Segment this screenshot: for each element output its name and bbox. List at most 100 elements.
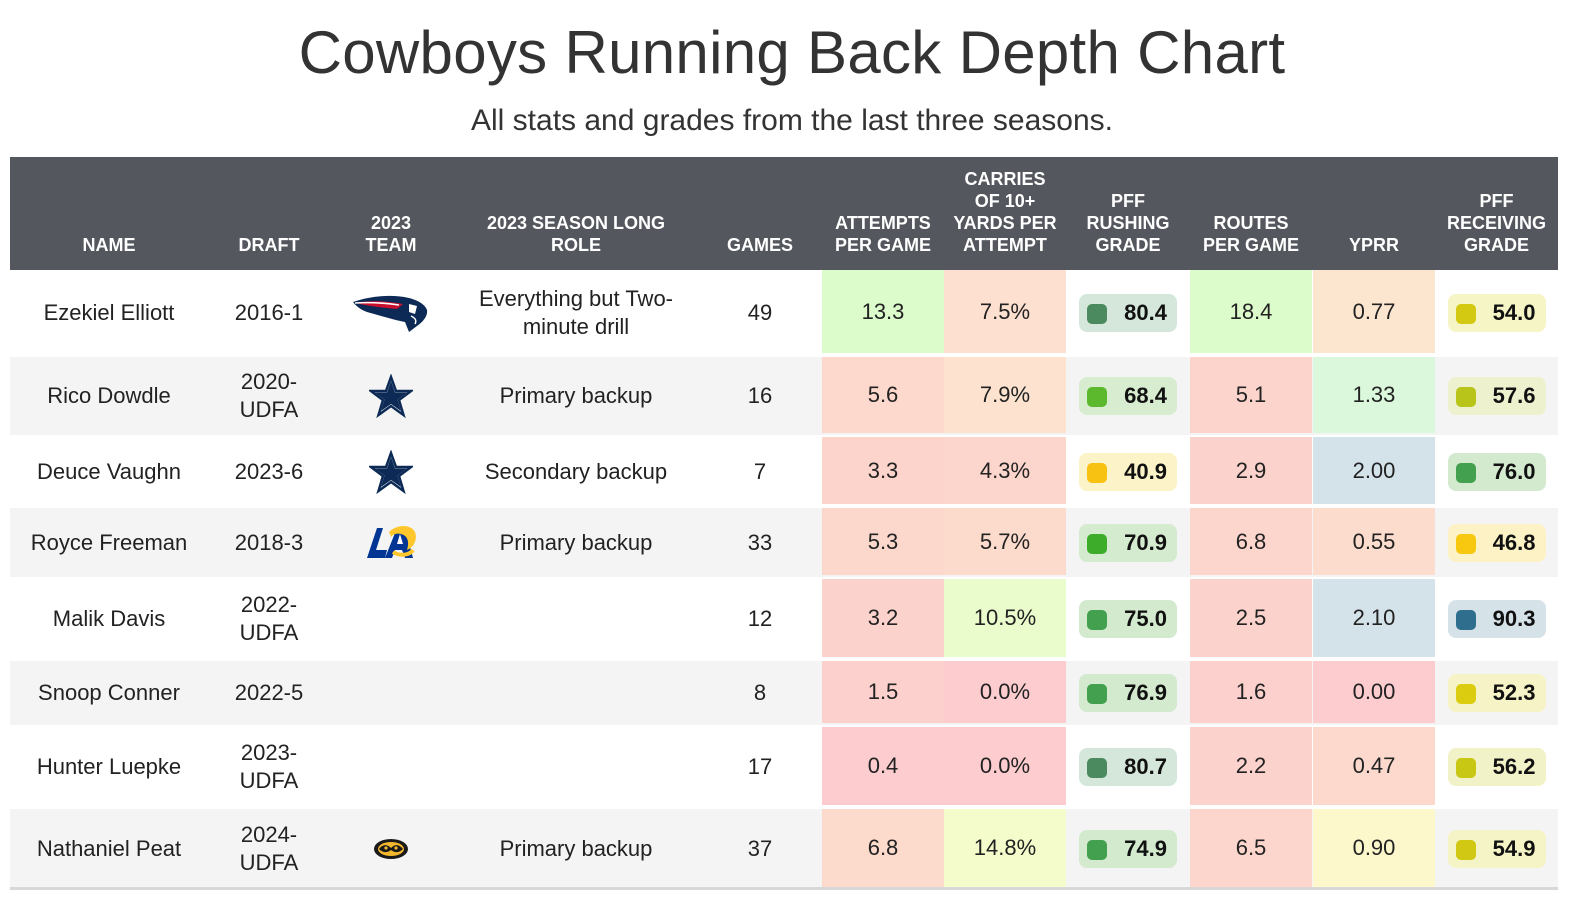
cell-name: Snoop Conner: [10, 661, 208, 725]
cell-c10: 0.0%: [944, 727, 1066, 805]
header-apg: ATTEMPTS PER GAME: [834, 213, 931, 255]
cell-games-text: 16: [747, 383, 773, 408]
grade-swatch-icon: [1087, 387, 1107, 407]
cowboys-star-logo-icon: [369, 374, 413, 418]
header-role: 2023 SEASON LONG ROLE: [486, 213, 666, 255]
grade-swatch-icon: [1087, 758, 1107, 778]
cell-c10: 14.8%: [944, 809, 1066, 887]
header-name: NAME: [82, 235, 136, 255]
table-row: Malik Davis 2022- UDFA 12 3.2 10.5% 2.5 2.10 75…: [10, 579, 1558, 659]
grade-swatch-icon: [1087, 303, 1107, 324]
cell-rush-grade: 40.9: [1067, 437, 1189, 506]
cell-rush-grade: 68.4: [1067, 357, 1189, 435]
cell-draft-text: 2018-3: [234, 529, 304, 555]
grade-swatch-icon: [1455, 303, 1476, 324]
cell-draft-text: 2023- UDFA: [239, 740, 299, 793]
cell-role-text: Everything but Two- minute drill: [478, 285, 674, 339]
grade-pill: 90.3: [1447, 600, 1546, 638]
header-draft: DRAFT: [238, 235, 300, 255]
cell-yprr: 1.33: [1313, 357, 1435, 433]
cell-c10: 10.5%: [944, 579, 1066, 657]
cell-draft: 2016-1: [208, 270, 330, 355]
cell-name-text: Snoop Conner: [38, 680, 180, 705]
cell-draft: 2022- UDFA: [208, 579, 330, 659]
cell-c10-value: 7.9%: [979, 382, 1031, 407]
grade-pill: 74.9: [1079, 830, 1177, 868]
cell-role-text: Primary backup: [499, 383, 653, 408]
cell-apg-value: 6.8: [867, 835, 899, 860]
cell-draft: 2020- UDFA: [208, 357, 330, 435]
cowboys-star-logo-icon: [369, 449, 413, 494]
cell-yprr: 0.90: [1313, 809, 1435, 887]
cell-games-text: 7: [753, 458, 767, 484]
cell-yprr: 0.00: [1313, 661, 1435, 723]
cell-rpg-value: 5.1: [1235, 382, 1267, 407]
cell-yprr: 0.55: [1313, 508, 1435, 575]
cell-name-text: Malik Davis: [52, 606, 166, 631]
cell-role-text: Secondary backup: [484, 458, 668, 484]
table-row: Ezekiel Elliott 2016-1 Everything but Two-…: [10, 270, 1558, 355]
cell-draft-text: 2023-6: [234, 458, 304, 484]
cell-yprr: 2.00: [1313, 437, 1435, 504]
grade-value: 74.9: [1124, 836, 1167, 861]
cell-recv-grade: 54.9: [1435, 809, 1558, 889]
cell-apg: 6.8: [822, 809, 944, 887]
cell-rpg-value: 6.5: [1235, 835, 1267, 860]
grade-pill: 80.7: [1079, 748, 1177, 786]
cell-apg: 0.4: [822, 727, 944, 805]
cell-name-text: Ezekiel Elliott: [43, 299, 175, 325]
grade-pill: 68.4: [1079, 377, 1177, 415]
cell-recv-grade: 46.8: [1435, 508, 1558, 577]
cell-games: 37: [700, 809, 820, 889]
cell-rpg: 2.5: [1190, 579, 1312, 657]
cell-role: Secondary backup: [452, 437, 700, 506]
grade-swatch-icon: [1087, 462, 1107, 483]
cell-yprr-value: 2.00: [1352, 457, 1396, 483]
cell-yprr: 0.47: [1313, 727, 1435, 805]
cell-role-text: Primary backup: [499, 836, 653, 861]
cell-apg: 5.6: [822, 357, 944, 433]
cell-draft-text: 2016-1: [234, 299, 304, 325]
cell-recv-grade: 56.2: [1435, 727, 1558, 807]
grade-value: 57.6: [1492, 383, 1536, 408]
cell-team: [330, 270, 452, 355]
cell-yprr-value: 0.00: [1352, 679, 1396, 704]
cell-rpg-value: 2.5: [1235, 605, 1267, 630]
cell-games: 17: [700, 727, 820, 807]
grade-value: 90.3: [1492, 606, 1536, 631]
cell-name: Hunter Luepke: [10, 727, 208, 807]
cell-name-text: Royce Freeman: [30, 529, 188, 555]
cell-apg-value: 5.6: [867, 382, 899, 407]
cell-yprr-value: 0.90: [1352, 835, 1396, 860]
grade-swatch-icon: [1087, 684, 1107, 704]
cell-team: [330, 809, 452, 889]
cell-draft: 2024- UDFA: [208, 809, 330, 889]
cell-c10: 5.7%: [944, 508, 1066, 575]
header-recv: PFF RECEIVING GRADE: [1446, 191, 1547, 255]
grade-pill: 57.6: [1447, 377, 1546, 415]
cell-name: Malik Davis: [10, 579, 208, 659]
cell-rpg-value: 6.8: [1235, 528, 1267, 554]
rams-logo-icon: [363, 522, 419, 564]
cell-role-text: Primary backup: [499, 529, 653, 555]
page-title: Cowboys Running Back Depth Chart: [298, 19, 1286, 86]
table-header: NAME DRAFT 2023 TEAM 2023 SEASON LONG ROLE G…: [10, 157, 1558, 270]
table-row: Snoop Conner 2022-5 8 1.5 0.0% 1.6 0.00 76.9 52.…: [10, 661, 1558, 725]
cell-c10: 0.0%: [944, 661, 1066, 723]
cell-yprr: 0.77: [1313, 270, 1435, 353]
cell-games-text: 33: [747, 529, 773, 555]
cell-games: 12: [700, 579, 820, 659]
cell-apg-value: 3.2: [867, 605, 899, 630]
cell-team: [330, 437, 452, 506]
cell-draft: 2023-6: [208, 437, 330, 506]
cell-team: [330, 661, 452, 725]
cell-c10-value: 5.7%: [979, 528, 1031, 554]
mizzou-logo-icon: [373, 837, 409, 861]
grade-value: 68.4: [1124, 383, 1167, 408]
cell-yprr-value: 0.47: [1352, 753, 1396, 778]
grade-pill: 76.0: [1447, 452, 1546, 491]
cell-games-text: 8: [753, 680, 767, 705]
grade-swatch-icon: [1455, 387, 1476, 407]
cell-c10-value: 10.5%: [973, 605, 1037, 630]
cell-role: [452, 727, 700, 807]
